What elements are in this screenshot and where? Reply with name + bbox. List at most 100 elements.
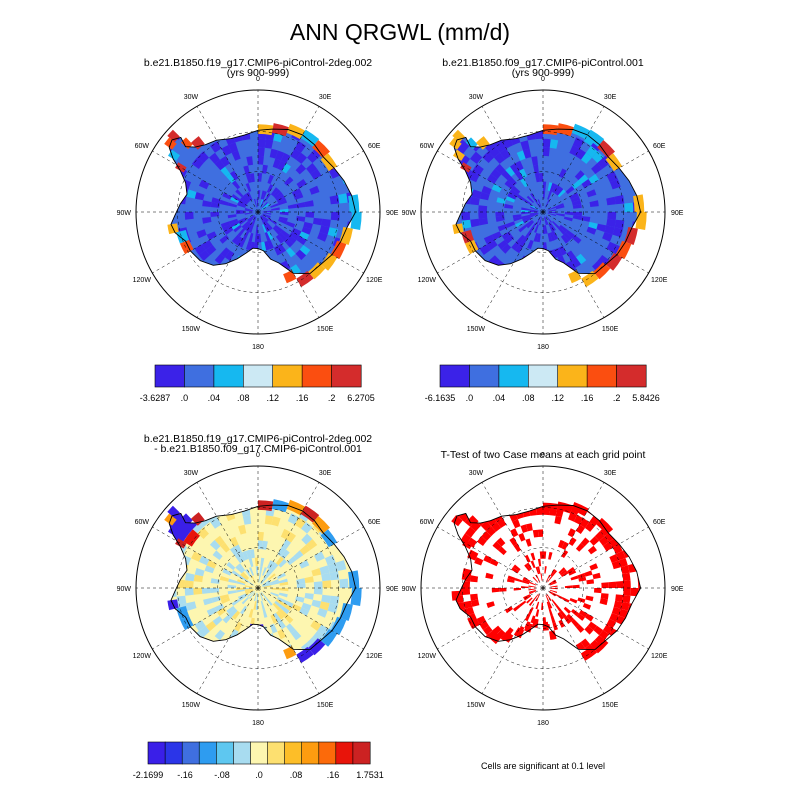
significant-cell [486, 629, 502, 645]
significant-cell [582, 603, 592, 610]
field-cell [307, 129, 322, 133]
field-cell [454, 181, 458, 194]
field-cell [192, 655, 205, 668]
field-cell [143, 223, 153, 236]
significant-cell [632, 552, 641, 564]
significant-cell [508, 489, 519, 499]
field-cell [222, 224, 232, 232]
meridian-line [257, 150, 364, 213]
lon-tick-label: 90W [402, 210, 417, 217]
field-cell [558, 168, 567, 179]
field-cell [483, 234, 495, 245]
lon-tick-label: 120W [133, 653, 152, 660]
field-cell [555, 247, 563, 258]
lon-tick-label: 150W [182, 326, 201, 333]
significant-cell [610, 649, 622, 650]
colorbar-swatch [498, 364, 529, 388]
field-cell [470, 218, 480, 228]
significant-cell [547, 576, 553, 583]
field-cell [570, 196, 581, 203]
significant-cell [634, 604, 641, 615]
significant-cell [581, 688, 593, 699]
field-cell [572, 203, 582, 209]
field-cell [195, 292, 209, 305]
significant-cell [528, 585, 536, 588]
field-cell [534, 293, 543, 302]
colorbar-swatch [181, 741, 200, 765]
field-cell [260, 190, 265, 200]
field-cell [210, 578, 220, 584]
colorbar-swatch [616, 364, 647, 388]
field-cell [237, 203, 246, 208]
significant-cell [587, 621, 597, 631]
field-cell [151, 190, 161, 202]
field-cell [551, 231, 559, 240]
field-cell [239, 594, 248, 601]
field-cell [219, 199, 229, 206]
field-cell [262, 213, 271, 218]
colorbar-label: 6.2705 [347, 393, 375, 403]
field-cell [572, 180, 582, 190]
field-cell [221, 287, 232, 298]
field-cell [277, 572, 286, 580]
field-cell [565, 229, 575, 239]
field-cell [549, 222, 556, 231]
field-cell [143, 599, 153, 612]
field-cell [240, 573, 248, 581]
field-cell [209, 666, 222, 678]
field-cell [233, 282, 243, 292]
lon-tick-label: 120E [651, 277, 668, 284]
field-cell [249, 549, 255, 559]
meridian-line [257, 482, 320, 589]
field-cell [200, 661, 213, 674]
field-cell [198, 250, 210, 261]
field-cell [238, 114, 249, 124]
colorbar-swatch [284, 741, 303, 765]
field-cell [231, 223, 241, 230]
field-cell [142, 212, 151, 224]
field-cell [564, 306, 577, 317]
significant-cell [644, 569, 653, 579]
field-cell [241, 597, 249, 605]
field-cell [606, 292, 621, 306]
field-cell [243, 222, 251, 230]
significant-cell [553, 471, 564, 480]
field-cell [601, 129, 615, 139]
significant-cell [488, 677, 500, 688]
significant-cell [488, 505, 500, 516]
lon-tick-label: 0 [541, 452, 545, 459]
lon-tick-label: 120E [366, 653, 383, 660]
field-cell [245, 241, 252, 251]
field-cell [172, 551, 184, 563]
colorbar-swatch [243, 364, 274, 388]
field-cell [214, 159, 225, 171]
significant-cell [440, 542, 450, 553]
colorbar-label: 5.8426 [632, 393, 660, 403]
significant-cell [524, 479, 534, 488]
significant-cell [492, 670, 503, 681]
field-cell [543, 147, 550, 157]
significant-cell [562, 473, 573, 482]
field-cell [286, 532, 296, 543]
coastal-cell [339, 603, 353, 621]
field-cell [237, 217, 247, 223]
field-cell [545, 215, 552, 223]
significant-cell [517, 487, 527, 496]
field-cell [491, 231, 502, 241]
field-cell [270, 614, 278, 624]
field-cell [205, 621, 217, 632]
significant-cell [544, 566, 547, 574]
meridian-line [542, 587, 649, 650]
field-cell [606, 241, 618, 253]
panel-ttest-footnote: Cells are significant at 0.1 level [481, 761, 605, 771]
field-cell [248, 608, 254, 618]
panel-diff-map: 0 30E 60E 90E 120E 150E 180 150W 120W 90W 60W 30W [117, 452, 399, 727]
meridian-line [257, 526, 364, 589]
lon-tick-label: 120E [366, 277, 383, 284]
significant-cell [574, 651, 583, 661]
field-cell [485, 285, 498, 298]
field-cell [241, 660, 250, 670]
significant-cell [492, 541, 502, 551]
figure-title: ANN QRGWL (mm/d) [290, 19, 510, 45]
significant-cell [533, 690, 543, 698]
